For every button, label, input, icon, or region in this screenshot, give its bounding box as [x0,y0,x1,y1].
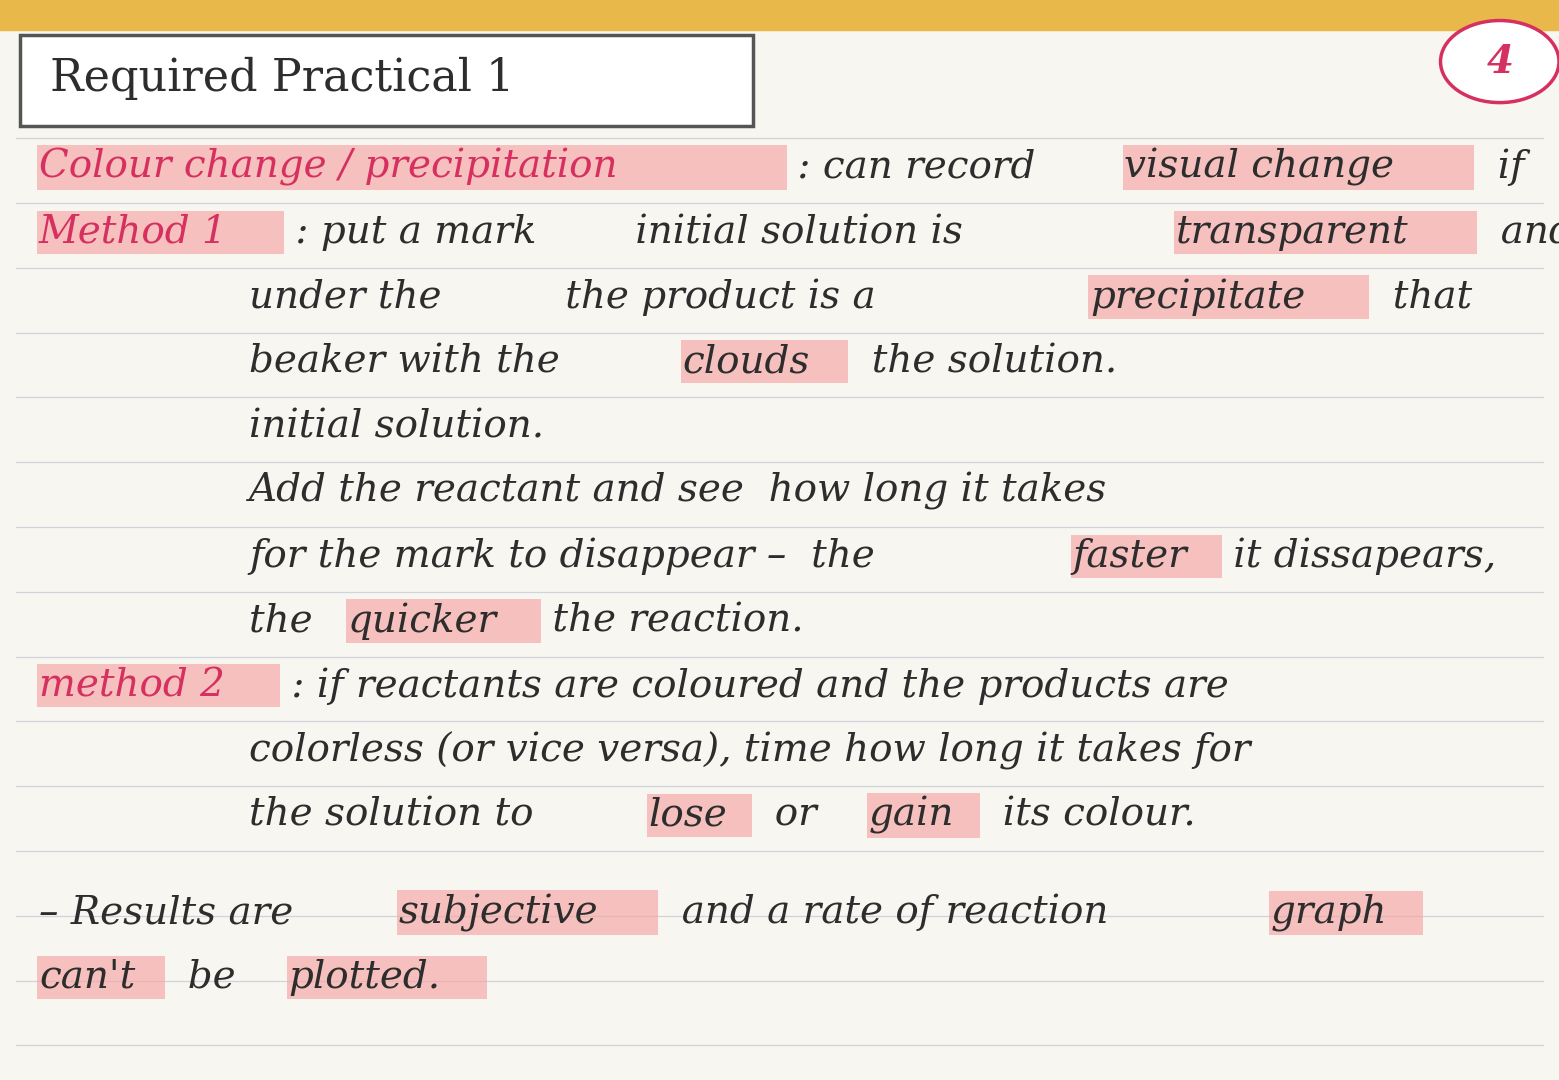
FancyBboxPatch shape [1071,535,1222,578]
Text: : put a mark        initial solution is: : put a mark initial solution is [282,214,974,251]
Text: for the mark to disappear –  the: for the mark to disappear – the [249,538,887,575]
Text: visual change: visual change [1124,148,1394,187]
Text: Required Practical 1: Required Practical 1 [50,57,514,100]
Text: its colour.: its colour. [979,797,1196,834]
Text: 4: 4 [1486,42,1514,81]
Text: : if reactants are coloured and the products are: : if reactants are coloured and the prod… [279,667,1228,704]
Text: colorless (or vice versa), time how long it takes for: colorless (or vice versa), time how long… [249,731,1250,770]
FancyBboxPatch shape [37,664,281,707]
Text: that: that [1367,279,1472,315]
Text: lose: lose [649,797,726,834]
Text: quicker: quicker [348,603,497,639]
Text: Add the reactant and see  how long it takes: Add the reactant and see how long it tak… [249,472,1108,511]
Text: the solution.: the solution. [847,343,1116,380]
Text: the: the [249,603,326,639]
Text: or: or [750,797,842,834]
FancyBboxPatch shape [37,211,284,254]
FancyBboxPatch shape [37,956,165,999]
Text: graph: graph [1271,894,1388,931]
Text: the solution to: the solution to [249,797,558,834]
FancyBboxPatch shape [1174,211,1478,254]
Text: the reaction.: the reaction. [539,603,803,639]
Text: subjective: subjective [399,893,599,932]
FancyBboxPatch shape [647,794,751,837]
FancyBboxPatch shape [681,340,848,383]
FancyBboxPatch shape [287,956,486,999]
Text: gain: gain [868,796,954,835]
Text: if: if [1473,149,1525,186]
Text: under the          the product is a: under the the product is a [249,279,901,315]
Text: Method 1: Method 1 [39,214,228,251]
Text: be: be [164,959,260,996]
Text: beaker with the: beaker with the [249,343,585,380]
FancyBboxPatch shape [867,793,981,838]
Text: method 2: method 2 [39,667,224,704]
Text: can't: can't [39,959,136,996]
Text: : can record: : can record [786,149,1048,186]
FancyBboxPatch shape [1088,275,1369,319]
Text: clouds: clouds [683,343,809,380]
Text: initial solution.: initial solution. [249,408,544,445]
FancyBboxPatch shape [1122,145,1475,190]
Bar [0,0,1559,30]
Text: and: and [1476,214,1559,251]
FancyBboxPatch shape [20,35,753,126]
Text: Colour change / precipitation: Colour change / precipitation [39,148,617,187]
FancyBboxPatch shape [1269,891,1423,934]
FancyBboxPatch shape [37,145,787,190]
Text: and a rate of reaction: and a rate of reaction [656,894,1133,931]
Text: it dissapears,: it dissapears, [1221,538,1497,575]
Text: transparent: transparent [1175,214,1408,251]
Text: faster: faster [1073,538,1188,575]
Text: – Results are: – Results are [39,894,318,931]
Circle shape [1441,21,1559,103]
FancyBboxPatch shape [346,599,541,643]
Text: plotted.: plotted. [288,959,441,996]
FancyBboxPatch shape [398,890,658,935]
Text: precipitate: precipitate [1090,279,1305,315]
